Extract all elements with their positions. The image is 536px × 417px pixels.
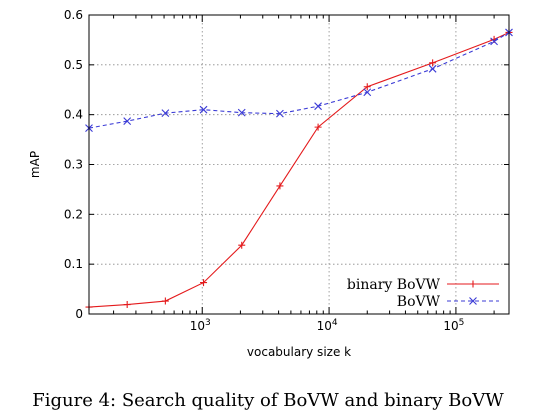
data-point-bovw: [199, 105, 208, 114]
data-point-binary-bovw: [238, 241, 246, 249]
y-axis-label: mAP: [28, 151, 42, 178]
series: [85, 28, 513, 311]
data-point-binary-bovw: [161, 297, 169, 305]
data-point-binary-bovw: [429, 59, 437, 67]
legend-marker-binary-bovw: [469, 280, 477, 288]
y-tick-label: 0.2: [64, 207, 83, 221]
grid: [89, 15, 509, 314]
figure-caption: Figure 4: Search quality of BoVW and bin…: [32, 390, 504, 411]
y-tick-label: 0: [75, 307, 83, 321]
data-point-bovw: [428, 64, 437, 73]
data-point-bovw: [490, 37, 498, 46]
data-point-bovw: [276, 109, 284, 118]
plot-frame: [88, 14, 510, 315]
data-point-bovw: [314, 102, 322, 111]
x-tick-label: 103: [190, 318, 211, 333]
data-point-binary-bovw: [276, 182, 284, 190]
chart: 0 0.1 0.2 0.3 0.4 0.5 0.6 103 104 105 binary BoVW…: [28, 8, 513, 359]
x-tick-label: 104: [317, 318, 338, 333]
data-point-bovw: [237, 108, 246, 117]
data-point-binary-bovw: [200, 279, 208, 287]
data-point-binary-bovw: [123, 301, 131, 309]
series-line-bovw: [88, 31, 510, 129]
data-point-binary-bovw: [314, 123, 322, 131]
data-point-binary-bovw: [363, 83, 371, 91]
data-point-bovw: [363, 88, 372, 97]
legend-label-binary-bovw: binary BoVW: [347, 277, 441, 293]
legend-label-bovw: BoVW: [397, 294, 441, 310]
x-axis-label: vocabulary size k: [247, 345, 351, 359]
ticks: 0 0.1 0.2 0.3 0.4 0.5 0.6 103 104 105: [64, 8, 509, 333]
y-tick-label: 0.1: [64, 257, 83, 271]
data-point-bovw: [161, 109, 170, 118]
series-line-binary-bovw: [88, 31, 510, 308]
y-tick-label: 0.5: [64, 58, 83, 72]
y-tick-label: 0.4: [64, 108, 83, 122]
legend-marker-bovw: [469, 297, 477, 305]
data-point-bovw: [123, 117, 132, 126]
y-tick-label: 0.3: [64, 158, 83, 172]
x-tick-label: 105: [443, 318, 464, 333]
y-tick-label: 0.6: [64, 8, 83, 22]
